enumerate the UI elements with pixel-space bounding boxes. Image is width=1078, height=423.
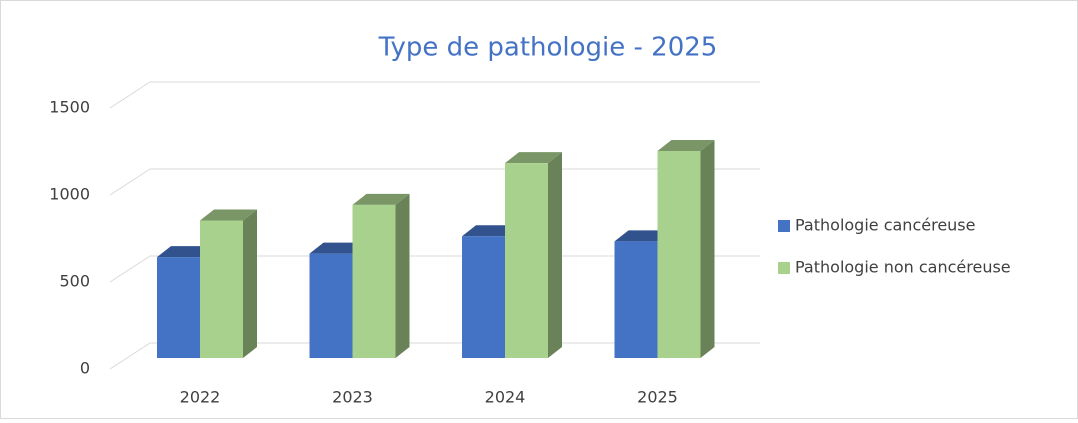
legend-label: Pathologie non cancéreuse bbox=[795, 258, 1011, 277]
y-tick-label: 1000 bbox=[49, 185, 90, 204]
bar-front bbox=[657, 150, 701, 358]
y-tick-label: 0 bbox=[80, 359, 90, 378]
y-tick-label: 500 bbox=[59, 272, 90, 291]
bar-top bbox=[614, 230, 672, 242]
bar-top bbox=[309, 242, 367, 254]
bar-front bbox=[200, 220, 243, 358]
bar-front bbox=[309, 253, 353, 358]
legend-swatch bbox=[778, 262, 790, 274]
grid-line bbox=[109, 255, 151, 283]
bar-top bbox=[657, 139, 715, 151]
chart-title: Type de pathologie - 2025 bbox=[378, 33, 718, 63]
bar-front bbox=[157, 257, 200, 358]
x-tick-label: 2025 bbox=[637, 388, 678, 407]
x-tick-label: 2022 bbox=[180, 388, 221, 407]
bar bbox=[200, 209, 257, 358]
bar bbox=[505, 152, 562, 358]
x-tick-label: 2023 bbox=[332, 388, 373, 407]
bar-top bbox=[462, 225, 519, 237]
legend-label: Pathologie cancéreuse bbox=[795, 216, 975, 235]
bar-side bbox=[243, 209, 257, 358]
x-tick-label: 2024 bbox=[485, 388, 526, 407]
bar-side bbox=[395, 193, 410, 358]
bar-side bbox=[700, 139, 715, 358]
bar-front bbox=[505, 163, 548, 358]
bar-front bbox=[352, 204, 396, 358]
legend-swatch bbox=[778, 220, 790, 232]
bar-front bbox=[614, 241, 658, 358]
bar-top bbox=[505, 152, 562, 164]
bar-top bbox=[157, 246, 214, 258]
bar-top bbox=[352, 193, 410, 205]
y-tick-label: 1500 bbox=[49, 98, 90, 117]
bar-front bbox=[462, 236, 505, 358]
bar bbox=[657, 139, 715, 358]
bar bbox=[352, 193, 410, 358]
bar-top bbox=[200, 209, 257, 221]
grid-line bbox=[109, 342, 151, 370]
grid-line bbox=[109, 81, 151, 109]
bar-side bbox=[548, 152, 562, 358]
grid-line bbox=[109, 168, 151, 196]
